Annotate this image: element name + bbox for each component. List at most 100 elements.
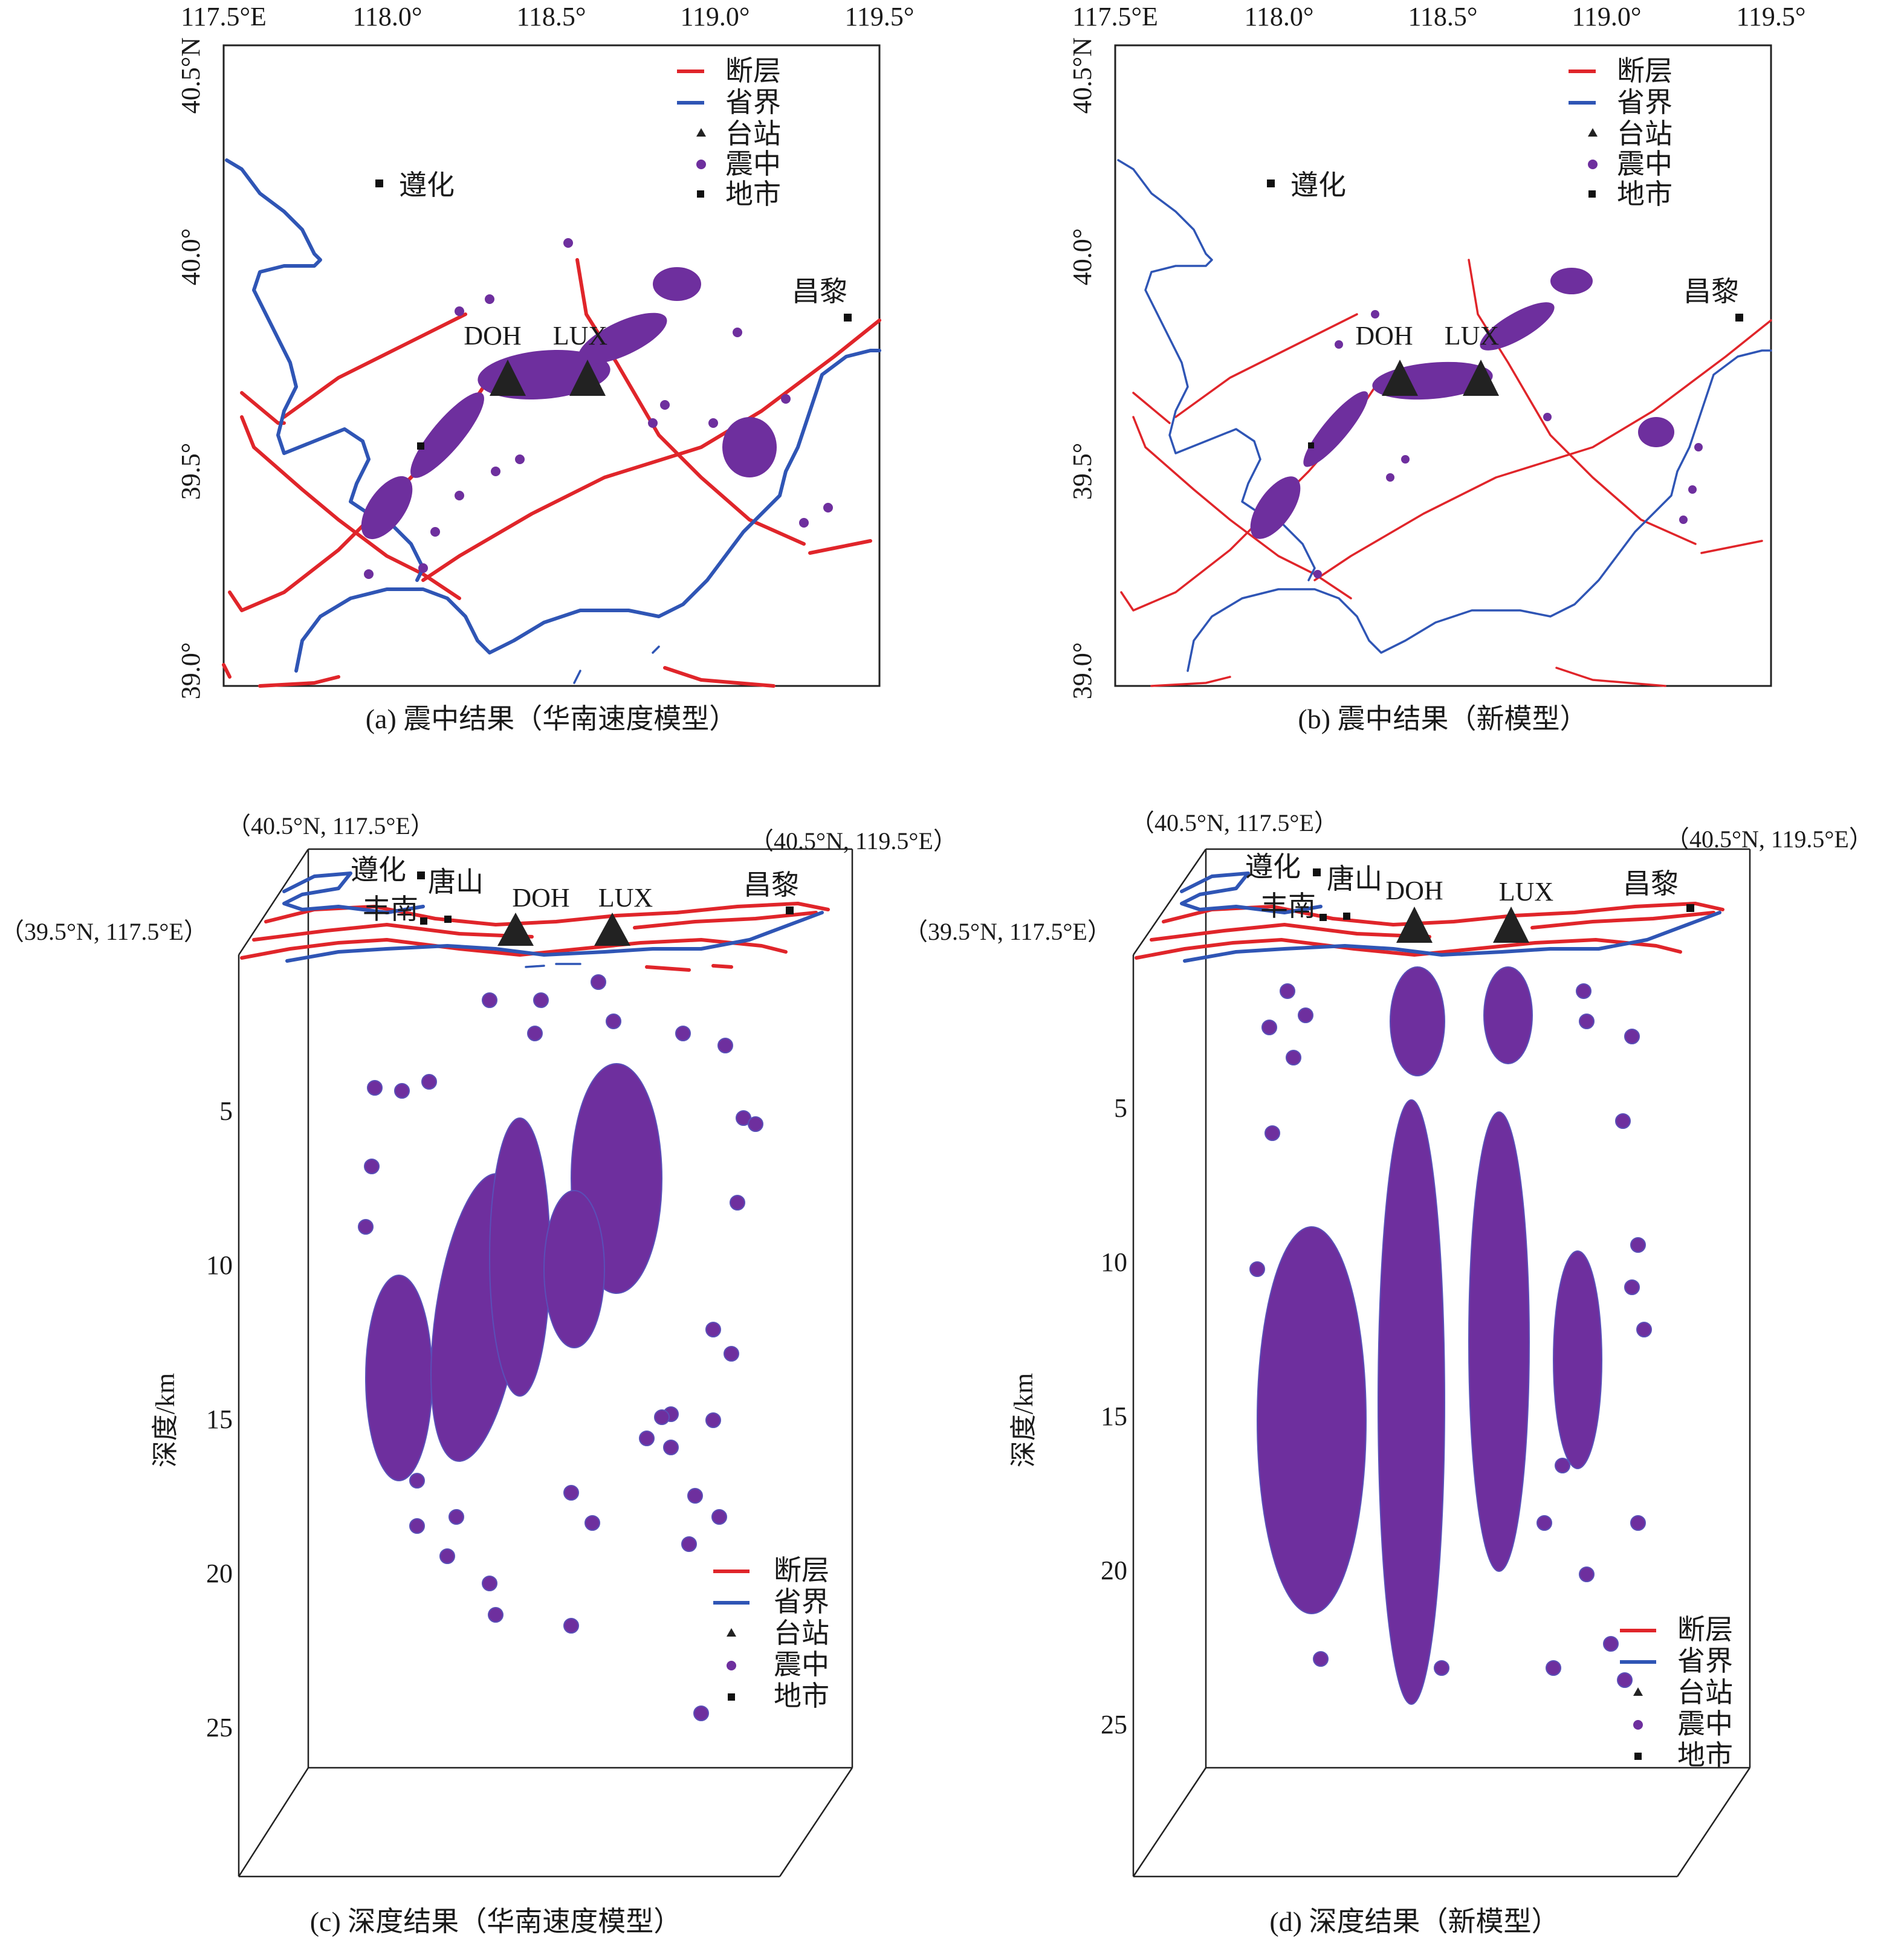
hypocenter-dot [1624, 1279, 1640, 1295]
city-tangshan-square-icon [417, 871, 425, 879]
city-label-tangshan: 唐山 [1327, 864, 1382, 894]
depth-tick-25: 25 [206, 1713, 233, 1742]
city-label-zunhua: 遵化 [351, 855, 406, 885]
city-fengnan-square-icon [420, 917, 427, 925]
hypocenter-dot [693, 1705, 709, 1721]
surface-cities: 遵化 唐山 丰南 昌黎 [1245, 852, 1694, 922]
corner-label-nw: （40.5°N, 117.5°E） [1130, 809, 1338, 836]
surface-faults [240, 902, 830, 972]
legend-city-label: 地市 [1677, 1740, 1733, 1771]
cities: 遵化 昌黎 [375, 170, 852, 450]
fault-line [282, 312, 467, 419]
city-fengnan-square-icon [1320, 914, 1327, 921]
epicenter-dot [1313, 570, 1322, 578]
hypocenter-dot [1630, 1515, 1646, 1531]
hypocenter-dot [448, 1509, 464, 1525]
legend-border-label: 省界 [725, 87, 781, 118]
epicenter-dot [1335, 340, 1343, 349]
city-tangshan-square-icon [1313, 868, 1321, 876]
legend-circle-dot-icon [1588, 160, 1598, 169]
fault-line [1174, 313, 1358, 418]
hypocenter-dot [591, 974, 606, 990]
hypocenter-dot [1546, 1660, 1561, 1676]
legend-square-icon [697, 190, 704, 198]
hypocenter-dot [1434, 1660, 1449, 1676]
epicenter-dot [1543, 413, 1552, 421]
y-tick-1: 40.5°N [176, 37, 206, 114]
legend: 断层 省界 台站 震中 地市 [677, 56, 781, 210]
hypocenter-dot [663, 1440, 679, 1455]
city-changli-square-icon [1686, 904, 1694, 912]
fault-lines [222, 258, 881, 688]
legend-city-label: 地市 [1617, 179, 1672, 210]
station-label-lux: LUX [1445, 321, 1499, 351]
hypocenter-dot [1630, 1237, 1646, 1253]
hypocenter-dot [1579, 1014, 1595, 1029]
panel-caption: (c) 深度结果（华南速度模型） [310, 1906, 682, 1937]
hypocenter-dot [421, 1074, 437, 1090]
province-border [1117, 159, 1316, 581]
legend-epicenter-label: 震中 [725, 149, 781, 179]
province-border [1180, 871, 1323, 914]
hypocenter-dot [705, 1412, 721, 1428]
hypocenter-cluster [1468, 1111, 1530, 1572]
station-lux-triangle-icon [594, 913, 630, 946]
hypocenter-dot [1555, 1458, 1570, 1473]
epicenter-cluster-mid [1303, 391, 1368, 467]
legend-fault-label: 断层 [725, 56, 781, 86]
fault-line [1150, 676, 1231, 687]
station-doh-triangle-icon [1396, 907, 1433, 943]
fault-line [240, 938, 788, 960]
fault-line [1530, 911, 1715, 929]
hypocenter-dot [563, 1618, 579, 1634]
fault-line [421, 318, 881, 582]
hypocenter-dot [1617, 1672, 1633, 1688]
epicenter-dot [455, 306, 464, 316]
legend-station-label: 台站 [725, 118, 781, 149]
depth-tick-25: 25 [1101, 1710, 1127, 1739]
panel-d-depth-box: DOH LUX 遵化 唐山 丰南 昌黎 （40.5°N, 117.5°E） （4… [904, 809, 1873, 1937]
depth-tick-5: 5 [1114, 1093, 1127, 1123]
surface-stations: DOH LUX [497, 883, 653, 946]
hypocenter-dot [724, 1346, 739, 1362]
hypocenter-dot [533, 992, 549, 1008]
legend-station-label: 台站 [774, 1618, 829, 1649]
province-border [1187, 349, 1772, 672]
hypocenter-cluster [543, 1190, 605, 1348]
stations: DOH LUX [1355, 321, 1499, 396]
epicenter-dot [781, 394, 791, 404]
box-edge [238, 849, 309, 955]
city-changli-square-icon [786, 907, 794, 914]
box-edge [1132, 849, 1207, 955]
hypocenter-dot [1615, 1113, 1631, 1129]
epicenter-dot [799, 518, 809, 528]
depth-tick-20: 20 [206, 1559, 233, 1588]
y-tick-3: 39.5° [1067, 443, 1097, 500]
province-borders [225, 158, 881, 684]
station-label-lux: LUX [1499, 877, 1553, 907]
hypocenter-dot [1249, 1261, 1265, 1277]
province-border [525, 963, 581, 968]
hypocenter-dot [482, 992, 497, 1008]
x-tick-2: 118.0° [1245, 2, 1314, 31]
hypocenter-dot [358, 1219, 374, 1235]
fault-line [633, 911, 818, 929]
city-square-icon [444, 916, 452, 923]
panel-a-epicenter-map: 117.5°E 118.0° 118.5° 119.0° 119.5° 40.5… [176, 2, 914, 734]
hypocenter-dot [1636, 1322, 1652, 1337]
surface-cities: 遵化 唐山 丰南 昌黎 [351, 855, 799, 925]
stations: DOH LUX [464, 321, 607, 396]
hypocenter-dot [394, 1083, 410, 1099]
hypocenter-dot [711, 1509, 727, 1525]
epicenter-dot [823, 503, 833, 512]
hypocenter-cloud [1249, 966, 1652, 1705]
depth-tick-15: 15 [1101, 1401, 1127, 1431]
epicenter-dot [1688, 485, 1697, 494]
fault-line [240, 415, 461, 600]
epicenter-dot [648, 418, 658, 428]
legend-triangle-icon [727, 1628, 736, 1637]
legend-epicenter-label: 震中 [1617, 149, 1672, 179]
box-frame [238, 848, 853, 1878]
station-doh-triangle-icon [497, 913, 534, 946]
city-label-changli: 昌黎 [1683, 276, 1739, 307]
